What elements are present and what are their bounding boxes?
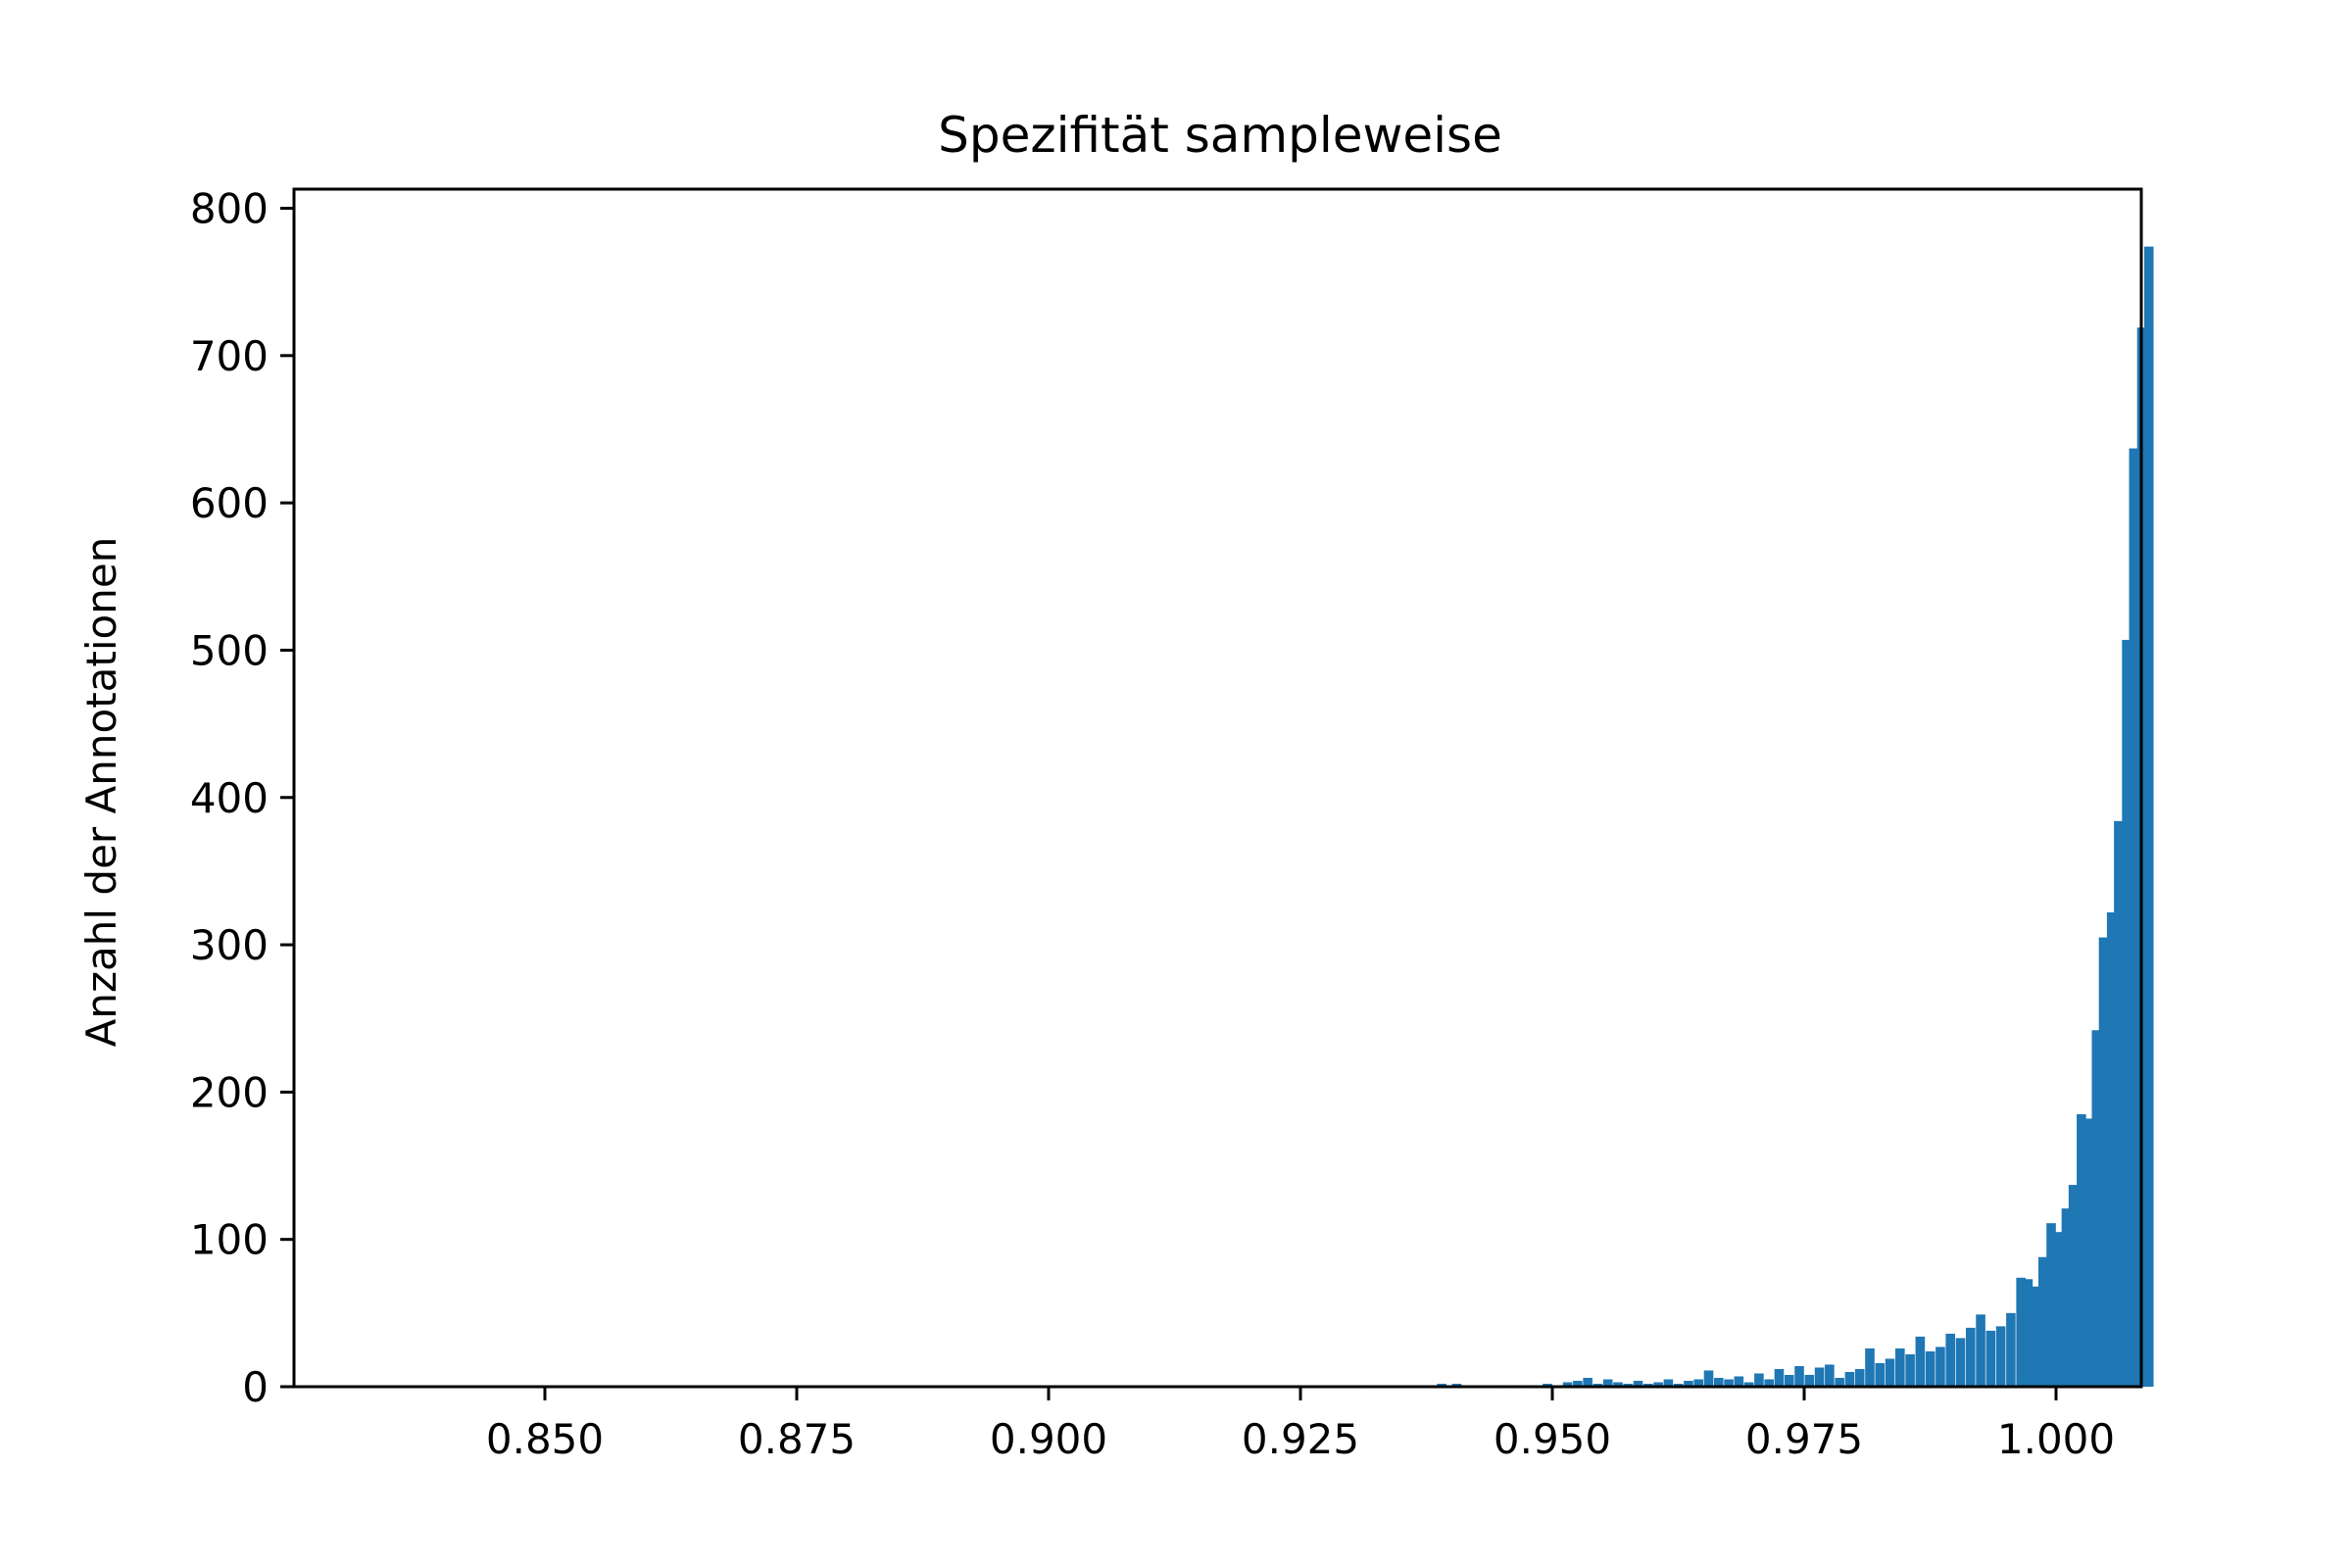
- histogram-bar: [1936, 1347, 1945, 1387]
- histogram-bar: [2006, 1312, 2016, 1387]
- histogram-bar: [2053, 1232, 2064, 1387]
- histogram-bar: [2038, 1256, 2048, 1387]
- histogram-bar: [1995, 1326, 2006, 1387]
- x-tick-label: 0.975: [1745, 1415, 1863, 1463]
- histogram-bar: [2114, 820, 2124, 1387]
- histogram-bar: [1673, 1383, 1684, 1387]
- y-axis: 0 100 200 300 400 500 600 700 800: [190, 185, 294, 1411]
- histogram-bar: [1451, 1383, 1462, 1387]
- histogram-bar: [2046, 1223, 2056, 1387]
- chart-title: Spezifität sampleweise: [938, 107, 1502, 164]
- histogram-bar: [2023, 1279, 2034, 1387]
- histogram-bar: [1885, 1358, 1895, 1387]
- x-tick-label: 1.000: [1997, 1415, 2115, 1463]
- histogram-bar: [1437, 1383, 1446, 1387]
- histogram-bar: [1965, 1327, 1976, 1387]
- histogram-bar: [1905, 1353, 1915, 1387]
- histogram-bar: [1895, 1348, 1905, 1387]
- histogram-bar: [1633, 1380, 1643, 1387]
- x-tick-label: 0.950: [1494, 1415, 1611, 1463]
- histogram-bar: [1754, 1373, 1764, 1387]
- histogram-bar: [1875, 1362, 1886, 1387]
- histogram-bar: [1734, 1376, 1744, 1387]
- histogram-bar: [2122, 639, 2132, 1387]
- histogram-bar: [1945, 1333, 1956, 1387]
- y-tick-label: 700: [190, 332, 269, 380]
- histogram-bar: [1915, 1336, 1926, 1387]
- histogram-bar: [1663, 1379, 1674, 1387]
- histogram-bar: [1573, 1380, 1583, 1387]
- y-tick-label: 0: [242, 1363, 269, 1411]
- histogram-bar: [1835, 1377, 1844, 1387]
- histogram-bar: [2077, 1113, 2086, 1387]
- y-tick-label: 400: [190, 774, 269, 822]
- histogram-bar: [1794, 1365, 1804, 1387]
- y-tick-label: 100: [190, 1216, 269, 1264]
- y-tick-label: 800: [190, 185, 269, 233]
- y-tick-label: 200: [190, 1068, 269, 1116]
- histogram-bar: [1985, 1330, 1996, 1387]
- histogram-bar: [2068, 1185, 2079, 1387]
- histogram-bar: [1825, 1364, 1835, 1387]
- y-tick-label: 600: [190, 479, 269, 527]
- histogram-bar: [1804, 1374, 1815, 1387]
- histogram-bar: [1703, 1370, 1714, 1387]
- histogram-bar: [1693, 1379, 1704, 1387]
- histogram-bar: [1562, 1382, 1573, 1387]
- histogram-bar: [1743, 1382, 1754, 1387]
- histogram-bar: [1764, 1379, 1774, 1387]
- x-tick-label: 0.900: [990, 1415, 1107, 1463]
- histogram-bar: [1713, 1377, 1724, 1387]
- histogram-bar: [1724, 1379, 1734, 1387]
- histogram-bar: [2098, 937, 2109, 1387]
- histogram-bar: [1592, 1383, 1603, 1387]
- histogram-bar: [2091, 1030, 2102, 1387]
- y-axis-label: Anzahl der Annotationen: [77, 537, 125, 1048]
- histogram-bar: [1784, 1374, 1794, 1387]
- y-tick-label: 300: [190, 921, 269, 969]
- histogram-bar: [1865, 1348, 1875, 1387]
- histogram-bar: [1543, 1383, 1552, 1387]
- histogram-bar: [2016, 1277, 2026, 1387]
- histogram-bar: [1854, 1368, 1865, 1387]
- histogram-bar: [1653, 1382, 1663, 1387]
- histogram-bar: [1976, 1314, 1985, 1387]
- histogram-bar: [1844, 1371, 1855, 1387]
- histogram-bar: [1774, 1368, 1785, 1387]
- histogram-bar: [1814, 1367, 1825, 1387]
- plot-frame: [292, 187, 2143, 1389]
- histogram-bar: [2031, 1286, 2041, 1387]
- x-tick-label: 0.875: [738, 1415, 856, 1463]
- histogram-bar: [1684, 1380, 1693, 1387]
- x-axis: 0.850 0.875 0.900 0.925 0.950 0.975 1.000: [486, 1387, 2115, 1463]
- histogram-bar: [1623, 1383, 1634, 1387]
- bars-group: [1361, 246, 2154, 1388]
- x-tick-label: 0.850: [486, 1415, 604, 1463]
- histogram-bar: [1583, 1377, 1592, 1387]
- y-tick-label: 500: [190, 626, 269, 674]
- histogram-bar: [2083, 1118, 2093, 1387]
- x-tick-label: 0.925: [1242, 1415, 1359, 1463]
- histogram-bar: [2143, 246, 2154, 1388]
- histogram-bar: [2106, 912, 2117, 1387]
- histogram-bar: [1955, 1338, 1966, 1387]
- histogram-bar: [1602, 1379, 1613, 1387]
- histogram-bar: [1925, 1350, 1936, 1387]
- histogram-bar: [1643, 1383, 1653, 1387]
- histogram-bar: [1613, 1382, 1623, 1387]
- histogram-bar: [2129, 448, 2139, 1387]
- histogram-bar: [2061, 1208, 2072, 1387]
